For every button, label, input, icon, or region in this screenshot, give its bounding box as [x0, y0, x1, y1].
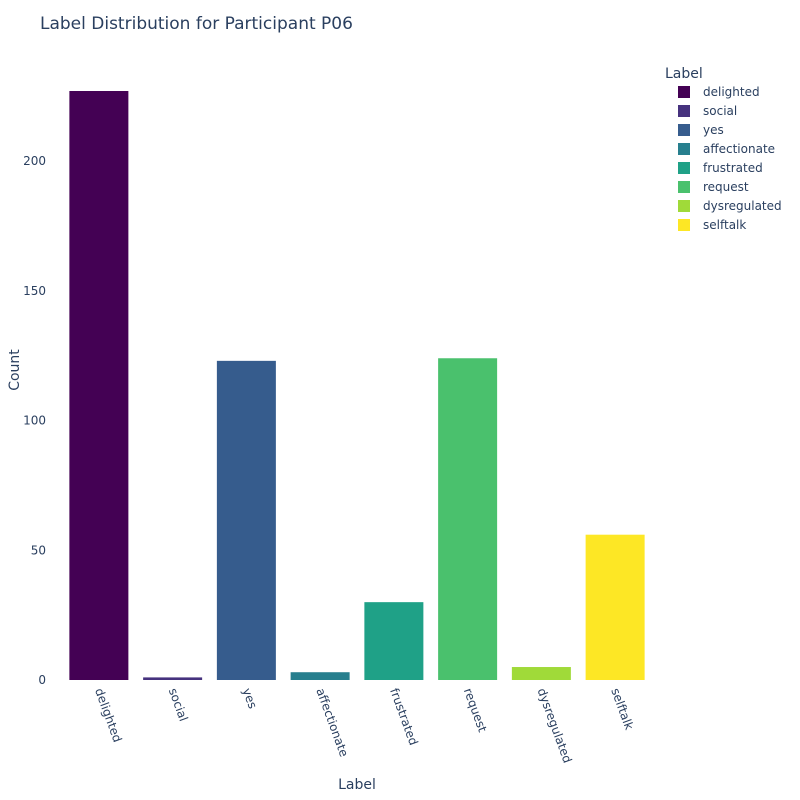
- y-tick-label: 50: [31, 543, 46, 557]
- x-tick-label: request: [461, 686, 490, 734]
- legend-swatch: [678, 200, 690, 212]
- legend-swatch: [678, 181, 690, 193]
- legend-items: delighted social yes affectionate frustrated…: [678, 85, 782, 232]
- x-tick-label: affectionate: [313, 686, 351, 758]
- y-tick-label: 100: [23, 414, 46, 428]
- legend-swatch: [678, 105, 690, 117]
- legend-label: dysregulated: [703, 199, 782, 213]
- bar-delighted[interactable]: [69, 91, 129, 680]
- y-tick-label: 0: [38, 673, 46, 687]
- x-tick-label: selftalk: [608, 686, 636, 732]
- x-tick-label: social: [166, 686, 191, 723]
- legend-label: yes: [703, 123, 724, 137]
- bar-request[interactable]: [438, 358, 498, 680]
- legend-item-delighted[interactable]: delighted: [678, 85, 760, 99]
- x-axis-title: Label: [338, 777, 376, 793]
- bar-selftalk[interactable]: [585, 534, 645, 680]
- y-tick-label: 200: [23, 154, 46, 168]
- y-tick-label: 150: [23, 284, 46, 298]
- bar-social[interactable]: [143, 677, 203, 680]
- bar-frustrated[interactable]: [364, 602, 424, 680]
- chart-title: Label Distribution for Participant P06: [40, 14, 353, 34]
- bar-dysregulated[interactable]: [511, 667, 571, 680]
- legend-item-request[interactable]: request: [678, 180, 749, 194]
- x-axis-ticks: delighted social yes affectionate frustrated…: [92, 686, 636, 765]
- legend-swatch: [678, 162, 690, 174]
- x-tick-label: delighted: [92, 686, 125, 744]
- legend-title: Label: [665, 66, 703, 82]
- legend-item-selftalk[interactable]: selftalk: [678, 218, 746, 232]
- legend-label: delighted: [703, 85, 760, 99]
- legend-item-social[interactable]: social: [678, 104, 737, 118]
- legend-label: affectionate: [703, 142, 775, 156]
- legend-swatch: [678, 143, 690, 155]
- legend-label: request: [703, 180, 749, 194]
- legend-swatch: [678, 219, 690, 231]
- legend-swatch: [678, 124, 690, 136]
- legend[interactable]: Label delighted social yes affectionate frus…: [665, 66, 782, 232]
- legend-item-affectionate[interactable]: affectionate: [678, 142, 775, 156]
- legend-item-frustrated[interactable]: frustrated: [678, 161, 763, 175]
- bar-affectionate[interactable]: [290, 672, 350, 680]
- legend-label: frustrated: [703, 161, 763, 175]
- legend-item-yes[interactable]: yes: [678, 123, 724, 137]
- bars-group: [69, 91, 645, 680]
- x-tick-label: yes: [240, 686, 260, 710]
- legend-item-dysregulated[interactable]: dysregulated: [678, 199, 782, 213]
- legend-label: selftalk: [703, 218, 746, 232]
- y-axis-ticks: 0 50 100 150 200: [23, 154, 46, 687]
- y-axis-title: Count: [7, 349, 23, 391]
- bar-yes[interactable]: [216, 360, 276, 680]
- x-tick-label: frustrated: [387, 686, 421, 747]
- x-tick-label: dysregulated: [535, 686, 575, 765]
- legend-label: social: [703, 104, 737, 118]
- legend-swatch: [678, 86, 690, 98]
